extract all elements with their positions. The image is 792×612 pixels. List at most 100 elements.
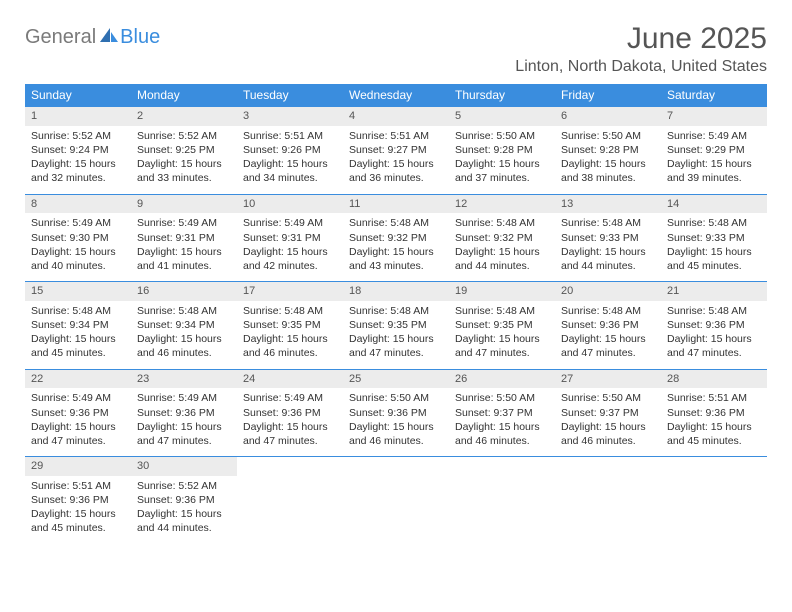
day-number: 30	[131, 457, 237, 476]
day-number: 7	[661, 107, 767, 126]
sunset-text: Sunset: 9:28 PM	[561, 143, 655, 157]
daylight-text: Daylight: 15 hours and 45 minutes.	[667, 420, 761, 448]
day-number: 17	[237, 282, 343, 301]
day-cell: 14Sunrise: 5:48 AMSunset: 9:33 PMDayligh…	[661, 194, 767, 282]
day-number: 23	[131, 370, 237, 389]
sunrise-text: Sunrise: 5:52 AM	[137, 129, 231, 143]
day-number: 12	[449, 195, 555, 214]
day-body: Sunrise: 5:51 AMSunset: 9:36 PMDaylight:…	[25, 476, 131, 544]
sunset-text: Sunset: 9:35 PM	[455, 318, 549, 332]
day-body: Sunrise: 5:48 AMSunset: 9:34 PMDaylight:…	[25, 301, 131, 369]
day-body: Sunrise: 5:48 AMSunset: 9:33 PMDaylight:…	[555, 213, 661, 281]
day-number: 20	[555, 282, 661, 301]
day-body: Sunrise: 5:48 AMSunset: 9:33 PMDaylight:…	[661, 213, 767, 281]
sunrise-text: Sunrise: 5:48 AM	[561, 216, 655, 230]
sunrise-text: Sunrise: 5:48 AM	[349, 216, 443, 230]
day-cell: 26Sunrise: 5:50 AMSunset: 9:37 PMDayligh…	[449, 369, 555, 457]
daylight-text: Daylight: 15 hours and 46 minutes.	[349, 420, 443, 448]
daylight-text: Daylight: 15 hours and 45 minutes.	[31, 332, 125, 360]
daylight-text: Daylight: 15 hours and 47 minutes.	[667, 332, 761, 360]
day-body: Sunrise: 5:49 AMSunset: 9:31 PMDaylight:…	[237, 213, 343, 281]
day-cell: 4Sunrise: 5:51 AMSunset: 9:27 PMDaylight…	[343, 107, 449, 195]
day-number: 27	[555, 370, 661, 389]
day-body: Sunrise: 5:52 AMSunset: 9:25 PMDaylight:…	[131, 126, 237, 194]
day-cell: 9Sunrise: 5:49 AMSunset: 9:31 PMDaylight…	[131, 194, 237, 282]
sunset-text: Sunset: 9:36 PM	[561, 318, 655, 332]
day-cell: 6Sunrise: 5:50 AMSunset: 9:28 PMDaylight…	[555, 107, 661, 195]
sunrise-text: Sunrise: 5:48 AM	[243, 304, 337, 318]
sunset-text: Sunset: 9:36 PM	[667, 406, 761, 420]
day-number: 25	[343, 370, 449, 389]
day-cell: 2Sunrise: 5:52 AMSunset: 9:25 PMDaylight…	[131, 107, 237, 195]
daylight-text: Daylight: 15 hours and 32 minutes.	[31, 157, 125, 185]
location: Linton, North Dakota, United States	[515, 58, 767, 76]
logo-text-general: General	[25, 26, 96, 49]
day-body: Sunrise: 5:51 AMSunset: 9:26 PMDaylight:…	[237, 126, 343, 194]
sunrise-text: Sunrise: 5:50 AM	[561, 129, 655, 143]
sunrise-text: Sunrise: 5:48 AM	[455, 216, 549, 230]
sunset-text: Sunset: 9:25 PM	[137, 143, 231, 157]
sunset-text: Sunset: 9:36 PM	[667, 318, 761, 332]
day-body: Sunrise: 5:48 AMSunset: 9:36 PMDaylight:…	[661, 301, 767, 369]
day-cell: 1Sunrise: 5:52 AMSunset: 9:24 PMDaylight…	[25, 107, 131, 195]
day-body: Sunrise: 5:48 AMSunset: 9:32 PMDaylight:…	[449, 213, 555, 281]
daylight-text: Daylight: 15 hours and 47 minutes.	[137, 420, 231, 448]
day-body: Sunrise: 5:48 AMSunset: 9:32 PMDaylight:…	[343, 213, 449, 281]
day-body: Sunrise: 5:48 AMSunset: 9:35 PMDaylight:…	[343, 301, 449, 369]
daylight-text: Daylight: 15 hours and 34 minutes.	[243, 157, 337, 185]
week-row: 15Sunrise: 5:48 AMSunset: 9:34 PMDayligh…	[25, 282, 767, 370]
daylight-text: Daylight: 15 hours and 43 minutes.	[349, 245, 443, 273]
day-header: Thursday	[449, 84, 555, 107]
day-cell	[661, 457, 767, 544]
sunset-text: Sunset: 9:32 PM	[455, 231, 549, 245]
day-cell: 20Sunrise: 5:48 AMSunset: 9:36 PMDayligh…	[555, 282, 661, 370]
sunrise-text: Sunrise: 5:49 AM	[31, 391, 125, 405]
sunrise-text: Sunrise: 5:48 AM	[137, 304, 231, 318]
sunrise-text: Sunrise: 5:48 AM	[349, 304, 443, 318]
day-cell: 24Sunrise: 5:49 AMSunset: 9:36 PMDayligh…	[237, 369, 343, 457]
sunset-text: Sunset: 9:36 PM	[349, 406, 443, 420]
sunrise-text: Sunrise: 5:51 AM	[349, 129, 443, 143]
day-number: 10	[237, 195, 343, 214]
sunrise-text: Sunrise: 5:48 AM	[667, 304, 761, 318]
day-number: 16	[131, 282, 237, 301]
daylight-text: Daylight: 15 hours and 37 minutes.	[455, 157, 549, 185]
day-number: 8	[25, 195, 131, 214]
day-body: Sunrise: 5:51 AMSunset: 9:36 PMDaylight:…	[661, 388, 767, 456]
day-body: Sunrise: 5:50 AMSunset: 9:36 PMDaylight:…	[343, 388, 449, 456]
day-cell	[555, 457, 661, 544]
daylight-text: Daylight: 15 hours and 40 minutes.	[31, 245, 125, 273]
daylight-text: Daylight: 15 hours and 36 minutes.	[349, 157, 443, 185]
day-cell: 23Sunrise: 5:49 AMSunset: 9:36 PMDayligh…	[131, 369, 237, 457]
day-number: 29	[25, 457, 131, 476]
week-row: 1Sunrise: 5:52 AMSunset: 9:24 PMDaylight…	[25, 107, 767, 195]
day-number: 5	[449, 107, 555, 126]
daylight-text: Daylight: 15 hours and 44 minutes.	[561, 245, 655, 273]
daylight-text: Daylight: 15 hours and 42 minutes.	[243, 245, 337, 273]
daylight-text: Daylight: 15 hours and 41 minutes.	[137, 245, 231, 273]
day-body: Sunrise: 5:50 AMSunset: 9:28 PMDaylight:…	[449, 126, 555, 194]
sunset-text: Sunset: 9:37 PM	[455, 406, 549, 420]
sunrise-text: Sunrise: 5:48 AM	[561, 304, 655, 318]
day-body: Sunrise: 5:48 AMSunset: 9:35 PMDaylight:…	[449, 301, 555, 369]
day-cell: 3Sunrise: 5:51 AMSunset: 9:26 PMDaylight…	[237, 107, 343, 195]
day-body: Sunrise: 5:50 AMSunset: 9:28 PMDaylight:…	[555, 126, 661, 194]
day-body: Sunrise: 5:50 AMSunset: 9:37 PMDaylight:…	[449, 388, 555, 456]
daylight-text: Daylight: 15 hours and 39 minutes.	[667, 157, 761, 185]
day-number: 28	[661, 370, 767, 389]
sunset-text: Sunset: 9:36 PM	[31, 493, 125, 507]
daylight-text: Daylight: 15 hours and 38 minutes.	[561, 157, 655, 185]
sunset-text: Sunset: 9:28 PM	[455, 143, 549, 157]
sunset-text: Sunset: 9:35 PM	[243, 318, 337, 332]
sunrise-text: Sunrise: 5:49 AM	[137, 391, 231, 405]
day-number: 3	[237, 107, 343, 126]
day-cell: 10Sunrise: 5:49 AMSunset: 9:31 PMDayligh…	[237, 194, 343, 282]
sunset-text: Sunset: 9:30 PM	[31, 231, 125, 245]
day-number: 21	[661, 282, 767, 301]
sunset-text: Sunset: 9:32 PM	[349, 231, 443, 245]
sunrise-text: Sunrise: 5:51 AM	[667, 391, 761, 405]
day-cell: 29Sunrise: 5:51 AMSunset: 9:36 PMDayligh…	[25, 457, 131, 544]
day-cell: 17Sunrise: 5:48 AMSunset: 9:35 PMDayligh…	[237, 282, 343, 370]
day-header: Saturday	[661, 84, 767, 107]
sunset-text: Sunset: 9:36 PM	[137, 493, 231, 507]
